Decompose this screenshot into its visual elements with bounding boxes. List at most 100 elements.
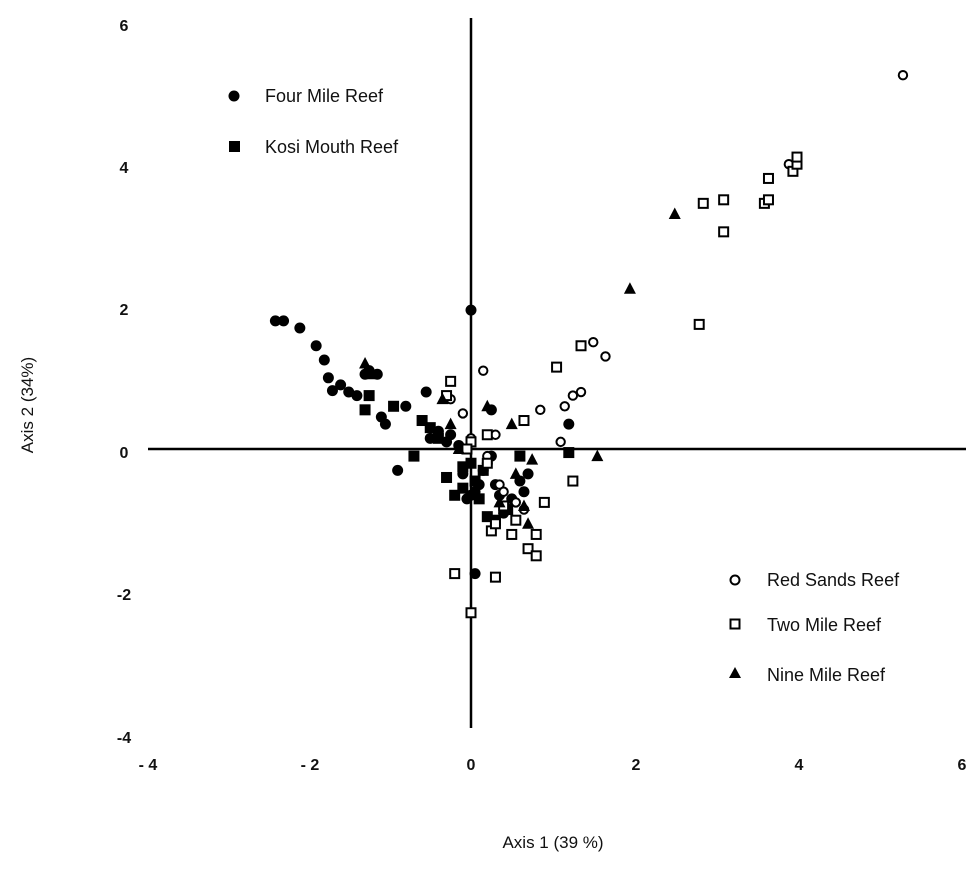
data-point-nine-mile-reef	[509, 467, 522, 479]
y-tick-label: 6	[120, 18, 129, 35]
data-point-four-mile-reef	[392, 464, 404, 476]
legend-label-red-sands-reef: Red Sands Reef	[767, 570, 900, 590]
data-points	[269, 70, 909, 619]
data-point-four-mile-reef	[400, 400, 412, 412]
data-point-two-mile-reef	[538, 496, 550, 508]
data-point-red-sands-reef	[567, 390, 579, 401]
data-point-red-sands-reef	[555, 436, 566, 448]
y-tick-label: -2	[117, 587, 131, 604]
y-tick-label: -4	[117, 730, 131, 747]
data-point-nine-mile-reef	[522, 517, 535, 529]
data-point-four-mile-reef	[335, 379, 347, 391]
data-point-two-mile-reef	[510, 514, 522, 526]
data-point-nine-mile-reef	[668, 207, 681, 220]
data-point-four-mile-reef	[518, 486, 530, 498]
data-point-two-mile-reef	[489, 518, 501, 530]
data-point-kosi-mouth-reef	[416, 415, 428, 427]
data-point-red-sands-reef	[559, 401, 570, 412]
x-axis-title: Axis 1 (39 %)	[502, 833, 603, 852]
data-point-four-mile-reef	[522, 468, 534, 480]
data-point-nine-mile-reef	[505, 417, 518, 430]
legend-label-nine-mile-reef: Nine Mile Reef	[767, 665, 886, 685]
data-point-red-sands-reef	[535, 404, 546, 416]
y-tick-label: 4	[120, 160, 129, 177]
data-point-kosi-mouth-reef	[473, 493, 485, 505]
data-point-nine-mile-reef	[517, 499, 530, 511]
data-point-two-mile-reef	[762, 194, 774, 206]
legend-marker-kosi-mouth-reef	[229, 141, 240, 152]
legend-marker-red-sands-reef	[729, 574, 741, 586]
data-point-kosi-mouth-reef	[469, 475, 481, 487]
data-point-kosi-mouth-reef	[514, 450, 526, 462]
data-point-kosi-mouth-reef	[388, 400, 400, 412]
data-point-red-sands-reef	[575, 386, 587, 398]
legend-bottom-right: Red Sands Reef Two Mile Reef Nine Mile R…	[729, 570, 900, 685]
data-point-two-mile-reef	[551, 361, 563, 373]
data-point-four-mile-reef	[420, 386, 432, 398]
data-point-four-mile-reef	[351, 390, 363, 402]
data-point-kosi-mouth-reef	[563, 447, 575, 459]
data-point-kosi-mouth-reef	[481, 511, 493, 523]
data-point-nine-mile-reef	[591, 449, 604, 462]
data-point-two-mile-reef	[718, 226, 730, 238]
data-point-nine-mile-reef	[493, 495, 506, 508]
data-point-nine-mile-reef	[452, 442, 465, 454]
data-point-red-sands-reef	[588, 337, 599, 348]
data-point-kosi-mouth-reef	[457, 482, 469, 494]
data-point-four-mile-reef	[563, 418, 575, 430]
data-point-red-sands-reef	[897, 70, 909, 81]
x-tick-label: - 4	[139, 757, 158, 774]
data-point-two-mile-reef	[461, 443, 473, 455]
data-point-four-mile-reef	[318, 354, 330, 366]
data-point-two-mile-reef	[518, 415, 530, 427]
data-point-nine-mile-reef	[359, 357, 372, 369]
legend-marker-two-mile-reef	[729, 618, 741, 630]
x-tick-label: 4	[795, 757, 804, 774]
data-point-four-mile-reef	[469, 568, 481, 580]
data-point-four-mile-reef	[379, 418, 391, 430]
data-point-two-mile-reef	[693, 318, 705, 330]
data-point-two-mile-reef	[489, 571, 501, 583]
data-point-two-mile-reef	[530, 528, 542, 540]
data-point-two-mile-reef	[449, 568, 461, 580]
y-tick-label: 2	[120, 302, 129, 319]
data-point-kosi-mouth-reef	[424, 422, 436, 434]
data-point-four-mile-reef	[322, 372, 334, 384]
data-point-two-mile-reef	[762, 172, 774, 184]
data-point-nine-mile-reef	[444, 417, 457, 430]
data-point-nine-mile-reef	[623, 282, 636, 294]
x-tick-label: 0	[467, 757, 476, 774]
data-point-kosi-mouth-reef	[457, 461, 469, 473]
data-point-red-sands-reef	[457, 408, 469, 419]
data-point-four-mile-reef	[371, 368, 383, 380]
data-point-nine-mile-reef	[526, 453, 539, 465]
data-point-four-mile-reef	[326, 385, 338, 397]
data-point-four-mile-reef	[465, 304, 477, 316]
data-point-two-mile-reef	[530, 550, 542, 562]
x-tick-label: - 2	[301, 757, 320, 774]
data-point-nine-mile-reef	[481, 399, 494, 412]
data-point-two-mile-reef	[481, 457, 493, 469]
legend-label-two-mile-reef: Two Mile Reef	[767, 615, 882, 635]
data-point-two-mile-reef	[481, 429, 493, 441]
x-tick-label: 2	[632, 757, 641, 774]
data-point-four-mile-reef	[269, 315, 281, 327]
data-point-kosi-mouth-reef	[359, 404, 371, 416]
data-point-kosi-mouth-reef	[465, 457, 477, 469]
y-tick-label: 0	[120, 445, 129, 462]
data-point-four-mile-reef	[310, 340, 322, 352]
x-tick-labels: - 4 - 2 0 2 4 6	[139, 757, 967, 774]
data-point-red-sands-reef	[498, 486, 509, 497]
data-point-two-mile-reef	[445, 375, 457, 387]
data-point-kosi-mouth-reef	[441, 471, 453, 483]
data-point-kosi-mouth-reef	[363, 390, 375, 402]
legend-top-left: Four Mile Reef Kosi Mouth Reef	[228, 86, 399, 157]
data-point-four-mile-reef	[278, 315, 290, 327]
legend-marker-nine-mile-reef	[729, 667, 741, 678]
data-point-four-mile-reef	[294, 322, 306, 334]
legend-marker-four-mile-reef	[228, 90, 240, 102]
y-tick-labels: 6 4 2 0 -2 -4	[117, 18, 131, 747]
data-point-nine-mile-reef	[363, 367, 376, 380]
data-point-red-sands-reef	[600, 351, 611, 362]
